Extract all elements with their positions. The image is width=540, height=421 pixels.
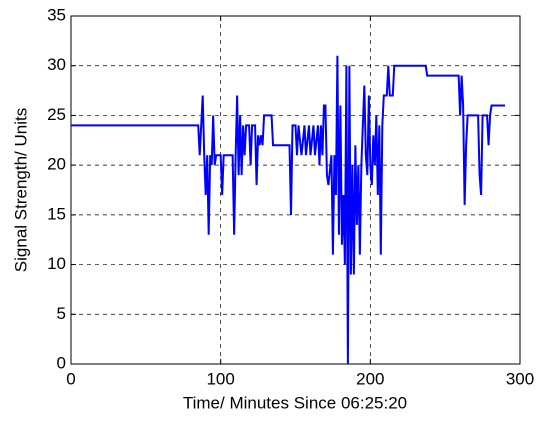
- y-axis-label: Signal Strength/ Units: [11, 108, 30, 272]
- y-tick-label: 25: [47, 105, 66, 124]
- x-tick-label: 100: [206, 369, 234, 388]
- x-tick-label: 200: [356, 369, 384, 388]
- y-tick-label: 35: [47, 5, 66, 24]
- x-tick-label: 300: [506, 369, 534, 388]
- y-tick-label: 15: [47, 204, 66, 223]
- signal-line: [71, 55, 506, 365]
- y-tick-label: 5: [57, 304, 66, 323]
- plot-area: [70, 15, 521, 365]
- y-tick-label: 10: [47, 254, 66, 273]
- y-tick-label: 0: [57, 353, 66, 372]
- y-tick-label: 30: [47, 55, 66, 74]
- x-tick-label: 0: [66, 369, 75, 388]
- x-axis-label: Time/ Minutes Since 06:25:20: [183, 393, 407, 412]
- y-tick-label: 20: [47, 155, 66, 174]
